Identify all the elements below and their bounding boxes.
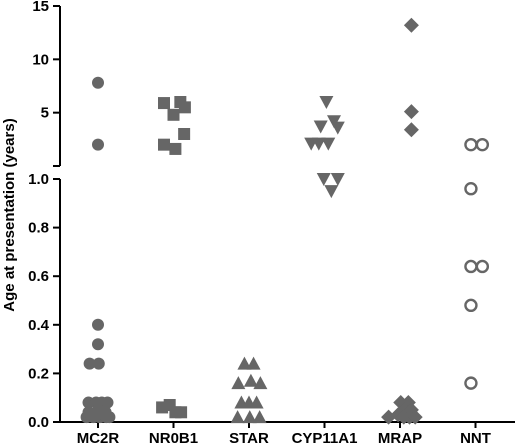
data-point-diamond-filled <box>403 104 419 120</box>
data-point-triangle-down-filled <box>324 185 339 199</box>
data-point-square-filled <box>169 142 182 155</box>
data-point-circle-filled <box>92 338 104 351</box>
data-point-triangle-down-filled <box>313 120 328 134</box>
data-point-circle-filled <box>101 396 114 409</box>
y-tick-label: 0.0 <box>28 414 49 431</box>
data-point-square-filled <box>167 108 180 121</box>
y-tick-label: 0.6 <box>28 268 49 285</box>
data-point-triangle-up-filled <box>230 410 245 424</box>
axes <box>59 6 515 423</box>
data-point-triangle-up-filled <box>231 376 246 390</box>
data-point-circle-filled <box>83 357 96 370</box>
x-tick-label: MC2R <box>77 430 120 447</box>
y-tick-label: 1.0 <box>28 171 49 188</box>
data-point-triangle-up-filled <box>249 395 264 409</box>
data-point-circle-open <box>464 259 478 274</box>
y-tick-label: 0.4 <box>28 317 50 334</box>
data-point-square-filled <box>158 138 170 151</box>
data-point-square-filled <box>158 97 170 110</box>
data-point-diamond-filled <box>407 409 423 425</box>
data-point-triangle-up-filled <box>243 373 258 387</box>
x-tick-label: NNT <box>460 430 491 447</box>
data-point-circle-open <box>464 376 478 390</box>
data-point-circle-filled <box>99 406 112 419</box>
data-point-triangle-up-filled <box>246 356 261 370</box>
y-ticks: 0.0 0.2 0.4 0.6 0.8 1.0 5 10 15 <box>28 0 60 431</box>
data-point-circle-open <box>464 137 478 152</box>
data-point-circle-filled <box>92 138 104 151</box>
data-point-circle-open <box>464 298 478 313</box>
data-point-triangle-down-filled <box>321 137 336 151</box>
category-labels: MC2R NR0B1 STAR CYP11A1 MRAP NNT <box>77 422 491 447</box>
x-tick-label: MRAP <box>378 430 422 447</box>
data-point-circle-open <box>475 259 490 274</box>
data-point-triangle-up-filled <box>253 376 268 390</box>
data-point-circle-filled <box>92 318 104 331</box>
data-point-circle-filled <box>92 76 104 89</box>
y-tick-label: 5 <box>41 105 49 122</box>
x-tick-label: CYP11A1 <box>292 430 358 447</box>
y-tick-label: 0.2 <box>28 365 49 382</box>
data-point-triangle-down-filled <box>330 173 345 186</box>
data-point-triangle-down-filled <box>319 96 334 109</box>
data-point-circle-filled <box>82 406 95 419</box>
y-tick-label: 0.8 <box>28 220 49 237</box>
data-point-triangle-down-filled <box>316 173 331 186</box>
data-point-triangle-up-filled <box>252 410 267 424</box>
data-point-triangle-down-filled <box>330 121 345 135</box>
data-point-triangle-down-filled <box>311 137 326 151</box>
data-point-square-filled <box>175 406 188 419</box>
data-marks <box>80 17 490 425</box>
y-axis-label: Age at presentation (years) <box>1 118 18 311</box>
data-point-diamond-filled <box>403 122 419 138</box>
data-point-square-filled <box>178 101 191 114</box>
data-point-triangle-up-filled <box>242 410 257 424</box>
data-point-square-filled <box>178 128 191 140</box>
y-tick-label: 10 <box>32 51 49 68</box>
x-tick-label: NR0B1 <box>149 430 198 447</box>
data-point-circle-filled <box>92 357 105 370</box>
x-tick-label: STAR <box>229 430 269 447</box>
data-point-diamond-filled <box>403 17 419 33</box>
data-point-circle-open <box>475 137 490 152</box>
data-point-triangle-up-filled <box>237 356 252 370</box>
y-tick-label: 15 <box>32 0 49 15</box>
data-point-circle-open <box>464 182 478 196</box>
